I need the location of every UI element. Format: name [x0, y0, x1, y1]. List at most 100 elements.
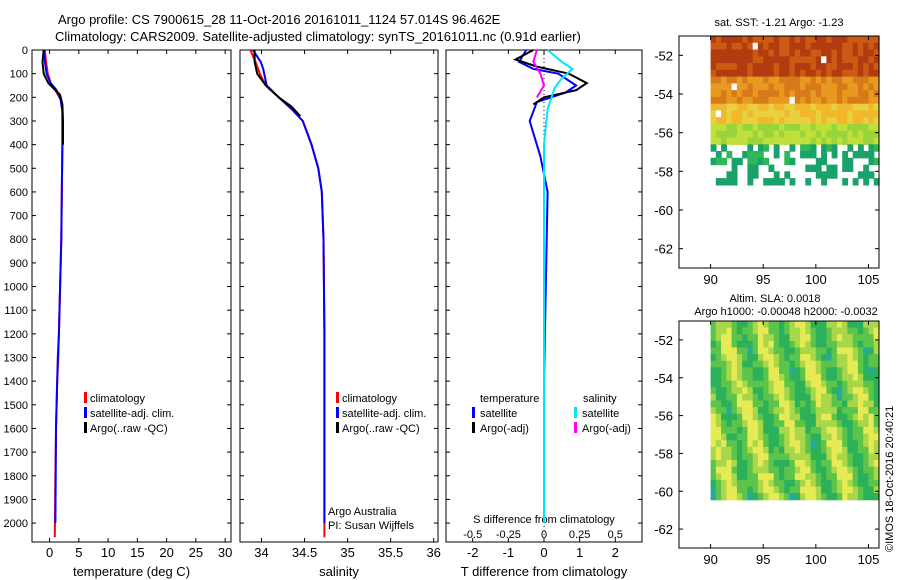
heatmap-cell	[868, 393, 875, 401]
heatmap-cell	[763, 340, 770, 349]
heatmap-cell	[784, 400, 791, 408]
heatmap-cell	[794, 433, 801, 441]
heatmap-cell	[784, 393, 791, 401]
heatmap-cell	[847, 96, 854, 105]
heatmap-cell	[757, 96, 764, 105]
heatmap-cell	[831, 117, 838, 125]
heatmap-cell	[757, 42, 764, 51]
heatmap-cell	[873, 103, 880, 112]
heatmap-cell	[805, 144, 812, 152]
heatmap-cell	[831, 360, 838, 368]
heatmap-cell	[873, 96, 880, 105]
heatmap-cell	[715, 334, 722, 342]
heatmap-cell	[868, 42, 875, 51]
heatmap-cell	[747, 63, 754, 71]
heatmap-cell	[852, 426, 859, 435]
heatmap-cell	[752, 453, 759, 461]
heatmap-cell	[815, 124, 822, 132]
heatmap-cell	[868, 486, 875, 494]
heatmap-cell	[773, 340, 780, 349]
heatmap-cell	[710, 479, 717, 488]
heatmap-cell	[731, 367, 738, 375]
heatmap-cell	[789, 69, 796, 78]
heatmap-cell	[815, 354, 822, 362]
heatmap-cell	[863, 479, 870, 488]
heatmap-cell	[779, 347, 785, 355]
heatmap-cell	[726, 446, 733, 454]
heatmap-cell	[800, 367, 806, 375]
heatmap-cell	[726, 380, 733, 388]
heatmap-cell	[721, 144, 727, 152]
heatmap-cell	[715, 426, 722, 435]
heatmap-cell	[842, 380, 849, 388]
heatmap-cell	[805, 354, 812, 362]
x-tick-label: 10	[101, 545, 115, 560]
heatmap-cell	[863, 327, 870, 335]
heatmap-cell	[752, 63, 759, 71]
heatmap-cell	[752, 151, 759, 159]
heatmap-cell	[736, 446, 743, 454]
heatmap-cell	[715, 413, 722, 421]
heatmap-cell	[747, 387, 754, 395]
heatmap-cell	[842, 137, 849, 145]
heatmap-cell	[863, 400, 870, 408]
heatmap-cell	[847, 103, 854, 112]
legend-label: satellite	[480, 408, 517, 420]
legend-swatch	[336, 422, 339, 433]
heatmap-cell	[794, 426, 801, 435]
heatmap-cell	[815, 479, 822, 488]
heatmap-cell	[852, 76, 859, 84]
heatmap-cell	[810, 400, 817, 408]
heatmap-cell	[847, 69, 854, 78]
heatmap-cell	[715, 42, 722, 51]
heatmap-cell	[842, 178, 849, 186]
heatmap-cell	[847, 360, 854, 368]
heatmap-cell	[715, 354, 722, 362]
heatmap-cell	[873, 413, 880, 421]
heatmap-cell	[779, 493, 785, 501]
heatmap-cell	[721, 340, 727, 349]
heatmap-cell	[805, 426, 812, 435]
heatmap-cell	[863, 171, 870, 179]
heatmap-cell	[826, 380, 833, 388]
legend-swatch	[84, 422, 87, 433]
heatmap-cell	[847, 164, 854, 172]
heatmap-cell	[842, 327, 849, 335]
heatmap-cell	[852, 387, 859, 395]
heatmap-cell	[873, 479, 880, 488]
heatmap-cell	[747, 327, 754, 335]
heatmap-cell	[736, 426, 743, 435]
heatmap-cell	[831, 90, 838, 98]
heatmap-cell	[852, 413, 859, 421]
heatmap-cell	[789, 130, 796, 139]
heatmap-cell	[752, 76, 759, 84]
heatmap-cell	[868, 446, 875, 454]
heatmap-cell	[821, 420, 827, 428]
heatmap-cell	[721, 473, 727, 481]
heatmap-cell	[800, 63, 806, 71]
heatmap-cell	[789, 493, 796, 501]
heatmap-cell	[768, 407, 775, 415]
heatmap-cell	[721, 460, 727, 468]
heatmap-cell	[794, 407, 801, 415]
heatmap-cell	[836, 42, 843, 51]
heatmap-cell	[726, 440, 733, 448]
heatmap-cell	[847, 387, 854, 395]
heatmap-cell	[810, 334, 817, 342]
heatmap-cell	[805, 90, 812, 98]
heatmap-cell	[831, 413, 838, 421]
top-tick-label: -0.25	[496, 529, 521, 541]
heatmap-cell	[710, 486, 717, 494]
heatmap-cell	[847, 433, 854, 441]
heatmap-cell	[721, 83, 727, 91]
heatmap-cell	[726, 460, 733, 468]
heatmap-cell	[789, 360, 796, 368]
heatmap-cell	[710, 493, 717, 501]
heatmap-cell	[794, 420, 801, 428]
heatmap-cell	[836, 486, 843, 494]
heatmap-cell	[715, 479, 722, 488]
heatmap-cell	[721, 393, 727, 401]
heatmap-cell	[768, 466, 775, 474]
heatmap-cell	[789, 374, 796, 382]
heatmap-cell	[821, 473, 827, 481]
